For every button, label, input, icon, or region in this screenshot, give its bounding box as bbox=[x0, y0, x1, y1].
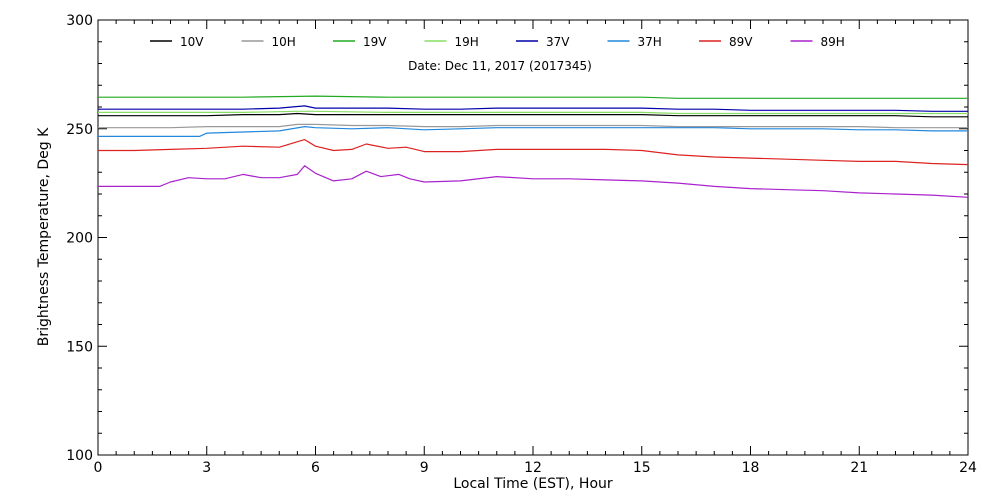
legend-label-19v: 19V bbox=[363, 35, 387, 49]
x-tick-label: 18 bbox=[742, 460, 760, 476]
x-tick-label: 3 bbox=[202, 460, 211, 476]
y-tick-label: 100 bbox=[66, 448, 93, 464]
x-tick-label: 15 bbox=[633, 460, 651, 476]
series-line-37h bbox=[98, 125, 968, 137]
legend-label-19h: 19H bbox=[455, 35, 479, 49]
series-line-10h bbox=[98, 123, 968, 129]
series-line-19h bbox=[98, 110, 968, 115]
legend-label-89h: 89H bbox=[821, 35, 845, 49]
legend: 10V 10H 19V 19H 37V 37H 89V 89H bbox=[150, 35, 845, 49]
axis-ticks: 0 3 6 9 12 15 18 21 24 100 150 200 250 300 bbox=[66, 13, 977, 476]
series-line-89h bbox=[98, 165, 969, 198]
chart-title: Date: Dec 11, 2017 (2017345) bbox=[408, 59, 592, 73]
x-tick-label: 21 bbox=[850, 460, 868, 476]
series-line-37v bbox=[98, 105, 968, 112]
x-tick-label: 24 bbox=[959, 460, 977, 476]
x-tick-label: 12 bbox=[524, 460, 542, 476]
series-line-19v bbox=[98, 95, 968, 99]
y-axis-label: Brightness Temperature, Deg K bbox=[36, 127, 52, 346]
y-tick-label: 250 bbox=[66, 122, 93, 138]
y-tick-label: 150 bbox=[66, 339, 93, 355]
plot-frame bbox=[97, 19, 969, 456]
legend-label-10h: 10H bbox=[272, 35, 296, 49]
series-line-89v bbox=[98, 139, 969, 166]
legend-label-89v: 89V bbox=[729, 35, 753, 49]
y-tick-label: 200 bbox=[66, 231, 93, 247]
x-axis-label: Local Time (EST), Hour bbox=[453, 476, 613, 492]
legend-label-37h: 37H bbox=[638, 35, 662, 49]
x-tick-label: 6 bbox=[311, 460, 320, 476]
legend-label-10v: 10V bbox=[180, 35, 204, 49]
x-tick-label: 9 bbox=[420, 460, 429, 476]
y-tick-label: 300 bbox=[66, 13, 93, 29]
x-tick-label: 0 bbox=[94, 460, 103, 476]
series-line-10v bbox=[98, 112, 968, 118]
series-lines bbox=[98, 95, 969, 198]
legend-label-37v: 37V bbox=[546, 35, 570, 49]
